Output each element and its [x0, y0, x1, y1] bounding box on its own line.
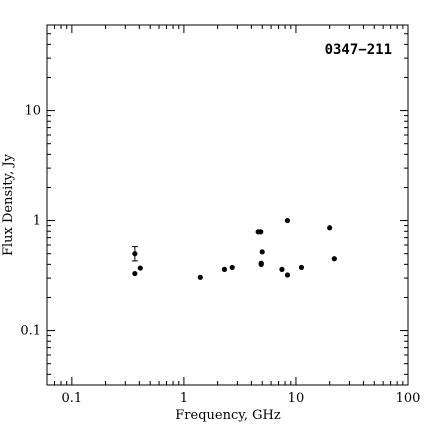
y-axis-title: Flux Density, Jy [1, 153, 16, 256]
data-point [229, 264, 235, 271]
x-tick-label: 1 [180, 391, 188, 406]
data-point [331, 256, 337, 262]
y-tick-label: 1 [33, 214, 41, 229]
data-point [258, 229, 264, 235]
x-tick-label: 100 [396, 391, 421, 406]
data-point [137, 265, 143, 271]
y-tick-label: 0.1 [20, 324, 41, 339]
data-point [221, 266, 228, 272]
data-point [258, 260, 264, 266]
axis-tick-labels: 0.1 1 10 100 0.1 1 10 [20, 104, 420, 406]
x-axis-title: Frequency, GHz [175, 408, 281, 423]
data-point [197, 274, 203, 280]
data-point [284, 272, 291, 278]
x-tick-label: 0.1 [62, 391, 83, 406]
data-point [132, 251, 138, 257]
data-point [327, 225, 333, 231]
x-tick-label: 10 [288, 391, 305, 406]
axis-ticks [46, 24, 409, 385]
chart-title: 0347−211 [325, 42, 392, 58]
data-point [298, 264, 305, 271]
data-points [131, 217, 337, 280]
y-tick-label: 10 [24, 104, 41, 119]
data-point [279, 266, 285, 272]
data-point [284, 217, 291, 224]
plot-frame [46, 24, 409, 386]
data-point [132, 270, 138, 277]
data-point [259, 249, 265, 255]
